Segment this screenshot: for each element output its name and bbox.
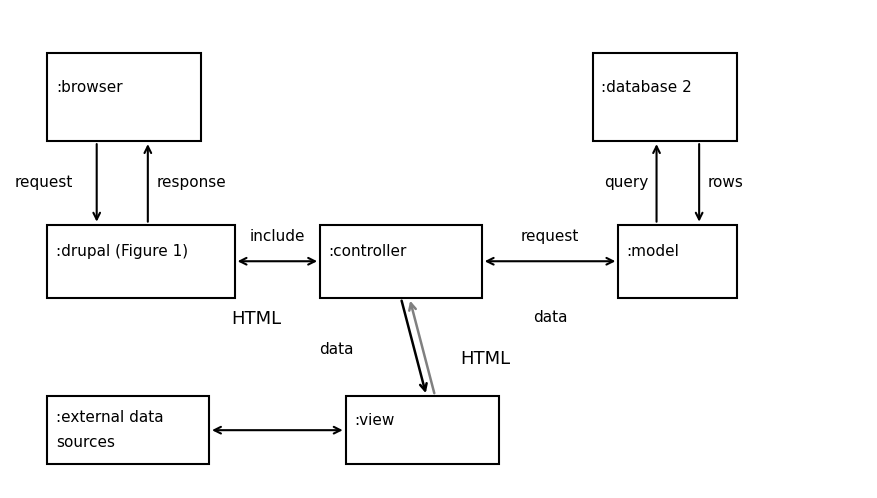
Text: response: response bbox=[156, 175, 226, 190]
Text: :view: :view bbox=[353, 413, 394, 428]
FancyBboxPatch shape bbox=[47, 396, 209, 465]
Text: :external data: :external data bbox=[56, 410, 163, 425]
Text: request: request bbox=[14, 175, 73, 190]
Text: :drupal (Figure 1): :drupal (Figure 1) bbox=[56, 244, 188, 259]
FancyBboxPatch shape bbox=[592, 53, 737, 141]
Text: :database 2: :database 2 bbox=[601, 80, 691, 95]
FancyBboxPatch shape bbox=[346, 396, 498, 465]
Text: :browser: :browser bbox=[56, 80, 122, 95]
Text: request: request bbox=[520, 229, 579, 244]
Text: data: data bbox=[532, 310, 567, 325]
FancyBboxPatch shape bbox=[319, 225, 481, 298]
FancyBboxPatch shape bbox=[47, 225, 234, 298]
Text: :controller: :controller bbox=[328, 244, 406, 259]
Text: :model: :model bbox=[626, 244, 679, 259]
Text: query: query bbox=[603, 175, 647, 190]
Text: data: data bbox=[319, 342, 353, 357]
Text: HTML: HTML bbox=[231, 310, 281, 328]
Text: HTML: HTML bbox=[460, 350, 510, 368]
FancyBboxPatch shape bbox=[617, 225, 737, 298]
Text: rows: rows bbox=[707, 175, 743, 190]
Text: sources: sources bbox=[56, 435, 115, 450]
Text: include: include bbox=[249, 229, 304, 244]
FancyBboxPatch shape bbox=[47, 53, 201, 141]
